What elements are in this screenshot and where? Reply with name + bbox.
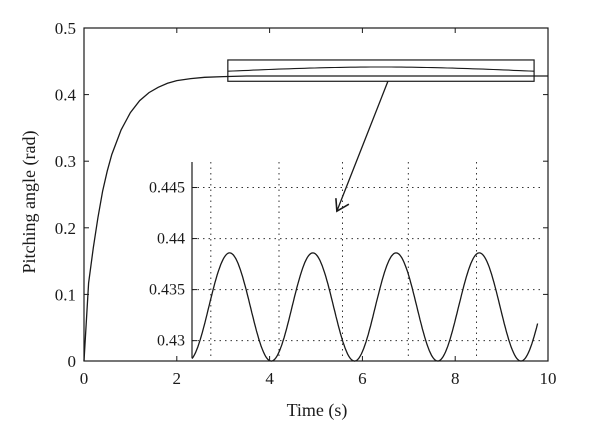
- main-tick-labels: 0 2 4 6 8 10 0 0.1 0.2 0.3 0.4 0.5: [55, 19, 557, 388]
- inset-axis: [191, 162, 197, 358]
- zoom-arrow-shaft: [336, 81, 389, 212]
- zoom-box: [227, 59, 535, 82]
- inset-y-tick-label: 0.44: [157, 231, 185, 248]
- main-axes-frame: [83, 27, 549, 362]
- inset-y-tick-label: 0.435: [149, 282, 185, 299]
- x-tick-label: 8: [451, 369, 460, 388]
- main-ticks: [83, 27, 549, 362]
- x-tick-label: 0: [80, 369, 89, 388]
- y-tick-label: 0.3: [55, 152, 76, 171]
- y-tick-label: 0.1: [55, 285, 76, 304]
- main-series-line: [83, 75, 548, 362]
- inset-series-line: [191, 252, 539, 362]
- inset-tick-labels: 0.43 0.435 0.44 0.445: [149, 180, 185, 350]
- y-tick-label: 0.2: [55, 219, 76, 238]
- inset-y-tick-label: 0.445: [149, 180, 185, 197]
- y-axis-title: Pitching angle (rad): [19, 131, 40, 274]
- x-tick-label: 4: [265, 369, 274, 388]
- y-tick-label: 0: [68, 352, 77, 371]
- x-axis-title: Time (s): [287, 400, 348, 421]
- x-tick-label: 2: [173, 369, 182, 388]
- zoom-box-curve: [227, 66, 535, 72]
- x-tick-label: 6: [358, 369, 367, 388]
- zoom-arrow: [227, 66, 535, 213]
- y-tick-label: 0.4: [55, 86, 77, 105]
- y-tick-label: 0.5: [55, 19, 76, 38]
- inset-y-tick-label: 0.43: [157, 333, 185, 350]
- x-tick-label: 10: [540, 369, 557, 388]
- inset-grid: [192, 162, 540, 358]
- main-axes: [83, 27, 549, 362]
- zoom-arrow-head: [335, 198, 350, 213]
